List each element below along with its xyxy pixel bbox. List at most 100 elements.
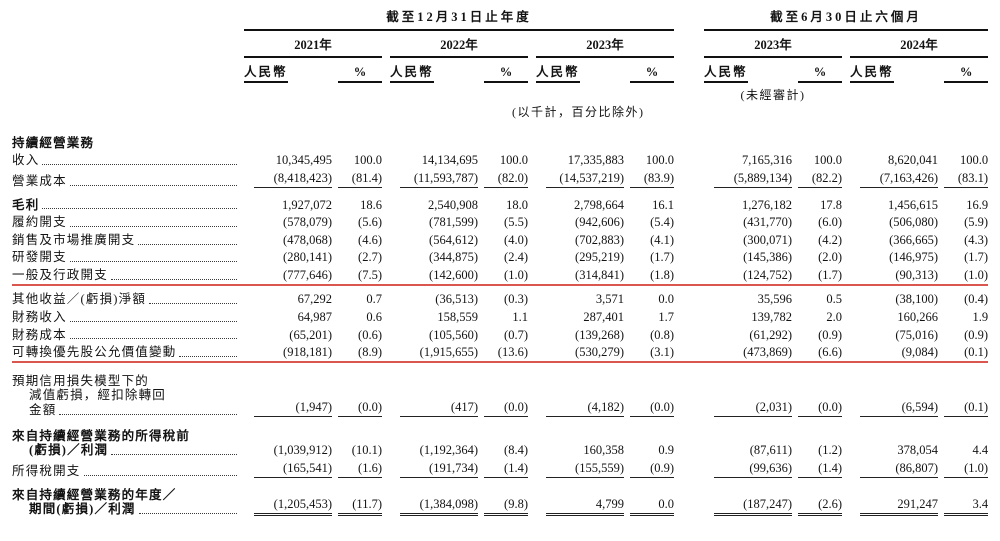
row-finance-income: 財務收入 64,987 0.6 158,559 1.1 287,401 1.7 … [12, 308, 988, 326]
cell-value: 100.0 [959, 153, 989, 168]
dot-leader [69, 320, 237, 322]
cell-value: 158,559 [437, 309, 478, 324]
row-label: 毛利 [12, 197, 40, 212]
cell-value: (8.9) [358, 345, 382, 360]
period-header-row: 截至12月31日止年度 截至6月30日止六個月 [12, 6, 989, 32]
cell-value: (139,268) [575, 327, 624, 342]
cell-value: (0.6) [358, 327, 382, 342]
cell-value: 67,292 [297, 292, 332, 307]
interim-period-title: 截至6月30日止六個月 [770, 10, 922, 24]
row-label: 減值虧損，經扣除轉回 [29, 388, 167, 403]
cell-value: (0.0) [630, 400, 675, 418]
income-statement-table: 截至12月31日止年度 截至6月30日止六個月 2021年 2022年 2023… [12, 6, 989, 518]
cell-value: 100.0 [499, 153, 528, 168]
row-label: 履約開支 [12, 215, 67, 230]
cell-value: (366,665) [889, 232, 939, 247]
year-header-2024-interim: 2024年 [850, 30, 989, 58]
cell-value: 0.5 [826, 292, 843, 307]
cell-value: (83.9) [630, 171, 675, 188]
percent-label: % [944, 65, 989, 84]
row-income-tax-expense: 所得稅開支 (165,541) (1.6) (191,734) (1.4) (1… [12, 459, 989, 480]
unaudited-note-row: (未經審計) [12, 85, 988, 104]
row-fulfilment-expenses: 履約開支 (578,079) (5.6) (781,599) (5.5) (94… [12, 214, 988, 232]
cell-value: 160,358 [583, 443, 624, 458]
unaudited-note: (未經審計) [740, 87, 806, 102]
year-header-row: 2021年 2022年 2023年 2023年 2024年 [12, 30, 989, 58]
cell-value: (6.6) [818, 345, 843, 360]
currency-label: 人民幣 [390, 65, 434, 84]
cell-value: (0.9) [818, 327, 843, 342]
currency-label: 人民幣 [244, 65, 288, 84]
cell-value: (942,606) [575, 215, 624, 230]
row-fv-change-convertible-preferred-shares: 可轉換優先股公允價值變動 (918,181) (8.9) (1,915,655)… [12, 344, 988, 363]
cell-value: (124,752) [743, 267, 793, 282]
cell-value: (473,869) [743, 345, 793, 360]
cell-value: 139,782 [751, 309, 793, 324]
cell-value: (8.4) [504, 443, 528, 458]
cell-value: (5.4) [650, 215, 675, 230]
row-label: 研發開支 [12, 250, 67, 265]
row-selling-marketing-expenses: 銷售及市場推廣開支 (478,068) (4.6) (564,612) (4.0… [12, 231, 988, 249]
row-cost-of-sales: 營業成本 (8,418,423) (81.4) (11,593,787) (82… [12, 169, 989, 190]
cell-value: (146,975) [889, 250, 939, 265]
cell-value: (81.4) [338, 171, 382, 188]
cell-value: (11,593,787) [400, 171, 478, 188]
cell-value: (295,219) [575, 250, 624, 265]
cell-value: 378,054 [897, 443, 939, 458]
dot-leader [179, 355, 237, 357]
row-label: 來自持續經營業務的年度／ [12, 487, 177, 502]
currency-header-row: 人民幣 % 人民幣 % 人民幣 % 人民幣 % 人民幣 % [12, 57, 989, 85]
cell-value: (99,636) [714, 461, 793, 479]
cell-value: (506,080) [889, 215, 939, 230]
row-label: 一般及行政開支 [12, 267, 108, 282]
cell-value: (1.7) [964, 250, 989, 265]
dot-leader [110, 278, 237, 280]
cell-value: 1.1 [512, 309, 528, 324]
cell-value: (1.4) [798, 461, 843, 479]
dot-leader [69, 184, 237, 186]
cell-value: (0.0) [338, 400, 382, 418]
cell-value: (1.6) [338, 461, 382, 479]
cell-value: (145,386) [743, 250, 793, 265]
cell-value: (1,384,098) [400, 497, 478, 517]
cell-value: (1.0) [504, 267, 528, 282]
cell-value: 4.4 [972, 443, 989, 458]
cell-value: (6,594) [860, 400, 939, 418]
row-label: 持續經營業務 [12, 135, 95, 150]
cell-value: 100.0 [353, 153, 382, 168]
row-period-profit-loss: 來自持續經營業務的年度／ 期間(虧損)／利潤 (1,205,453) (11.7… [12, 480, 989, 518]
row-finance-costs: 財務成本 (65,201) (0.6) (105,560) (0.7) (139… [12, 326, 988, 344]
cell-value: 100.0 [813, 153, 843, 168]
cell-value: (431,770) [743, 215, 793, 230]
cell-value: (6.0) [818, 215, 843, 230]
cell-value: 100.0 [645, 153, 675, 168]
cell-value: (417) [400, 400, 478, 418]
cell-value: (82.2) [798, 171, 843, 188]
dot-leader [83, 474, 237, 476]
cell-value: (61,292) [749, 327, 793, 342]
row-pretax-profit-loss: 來自持續經營業務的所得稅前 (虧損)／利潤 (1,039,912) (10.1)… [12, 419, 988, 459]
cell-value: (0.9) [964, 327, 989, 342]
cell-value: 0.6 [366, 309, 382, 324]
cell-value: 0.0 [630, 497, 675, 517]
cell-value: 3.4 [944, 497, 989, 517]
cell-value: (90,313) [895, 267, 939, 282]
cell-value: (0.1) [944, 400, 989, 418]
cell-value: (4.3) [964, 232, 989, 247]
cell-value: (0.3) [504, 292, 528, 307]
cell-value: (191,734) [400, 461, 478, 479]
dot-leader [69, 226, 237, 228]
dot-leader [138, 512, 237, 514]
cell-value: 17.8 [820, 197, 843, 212]
cell-value: (0.4) [964, 292, 989, 307]
row-label: 金額 [29, 402, 57, 417]
cell-value: (9,084) [901, 345, 939, 360]
cell-value: 2,798,664 [574, 197, 624, 212]
cell-value: (38,100) [895, 292, 939, 307]
cell-value: (165,541) [254, 461, 332, 479]
cell-value: 1,276,182 [742, 197, 793, 212]
cell-value: (0.7) [504, 327, 528, 342]
cell-value: (300,071) [743, 232, 793, 247]
cell-value: (2.0) [818, 250, 843, 265]
cell-value: (7.5) [358, 267, 382, 282]
